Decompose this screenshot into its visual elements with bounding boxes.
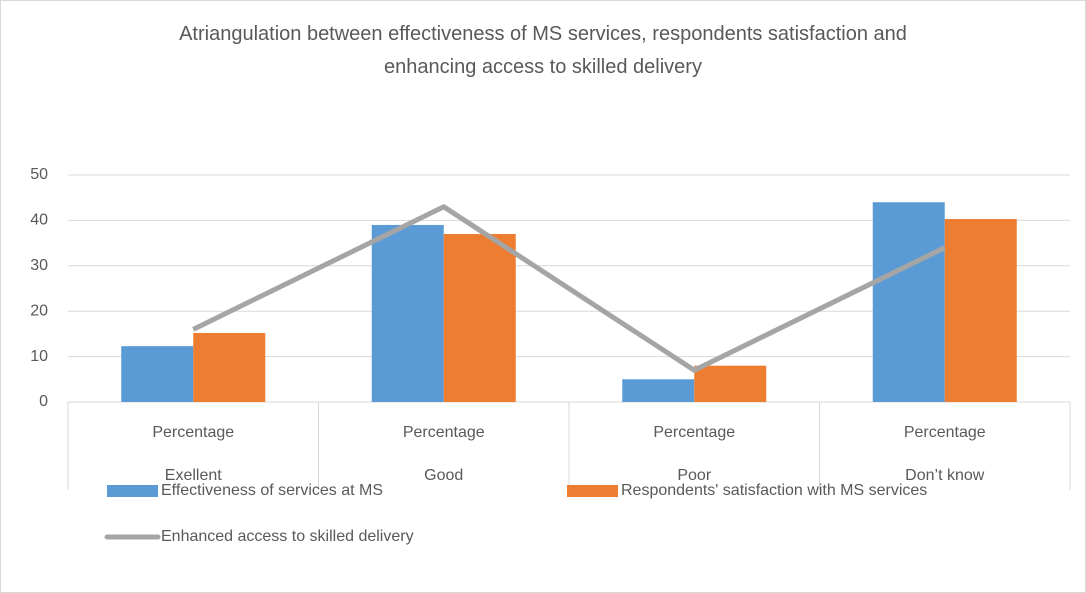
y-tick-label: 40 [30,212,48,229]
x-group-label: Good [424,467,463,484]
x-tick-label: Percentage [152,424,234,441]
x-group-label: Don’t know [905,467,985,484]
x-tick-label: Percentage [653,424,735,441]
line-series [192,204,946,373]
x-tick-label: Percentage [904,424,986,441]
legend-label: Enhanced access to skilled delivery [161,528,414,545]
bar [193,332,266,402]
title-wrap: Atriangulation between effectiveness of … [0,18,1086,84]
bar [622,379,695,402]
legend-label: Effectiveness of services at MS [161,482,383,499]
bar [443,234,516,402]
bar [944,219,1017,402]
y-tick-label: 30 [30,257,48,274]
x-group-label: Exellent [165,467,222,484]
bar [694,365,767,402]
y-tick-label: 50 [30,166,48,183]
legend-label: Respondents' satisfaction with MS servic… [621,482,927,499]
x-tick-label: Percentage [403,424,485,441]
y-tick-label: 10 [30,348,48,365]
y-tick-label: 20 [30,302,48,319]
chart-title: Atriangulation between effectiveness of … [179,23,907,78]
y-tick-label: 0 [39,393,48,410]
legend-swatch [107,485,158,497]
x-group-label: Poor [677,467,711,484]
bar [371,224,444,402]
bar [872,202,945,402]
legend-swatch [567,485,618,497]
bar [121,346,194,402]
